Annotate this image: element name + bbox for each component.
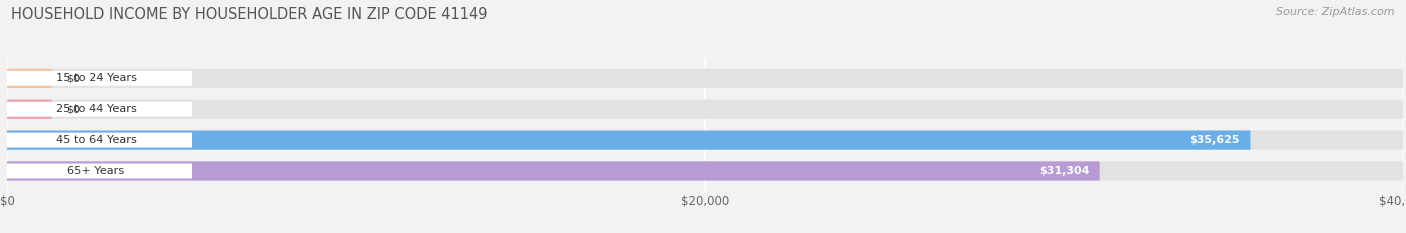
FancyBboxPatch shape: [7, 69, 1403, 88]
Text: 65+ Years: 65+ Years: [67, 166, 125, 176]
FancyBboxPatch shape: [0, 164, 193, 178]
FancyBboxPatch shape: [7, 130, 1250, 150]
FancyBboxPatch shape: [7, 161, 1099, 181]
FancyBboxPatch shape: [7, 130, 1403, 150]
Text: $31,304: $31,304: [1039, 166, 1090, 176]
FancyBboxPatch shape: [7, 161, 1403, 181]
Text: $0: $0: [66, 104, 80, 114]
Text: $0: $0: [66, 73, 80, 83]
FancyBboxPatch shape: [0, 133, 193, 147]
FancyBboxPatch shape: [0, 102, 193, 117]
Text: 45 to 64 Years: 45 to 64 Years: [56, 135, 136, 145]
FancyBboxPatch shape: [7, 100, 1403, 119]
Text: HOUSEHOLD INCOME BY HOUSEHOLDER AGE IN ZIP CODE 41149: HOUSEHOLD INCOME BY HOUSEHOLDER AGE IN Z…: [11, 7, 488, 22]
FancyBboxPatch shape: [0, 71, 193, 86]
FancyBboxPatch shape: [7, 69, 52, 88]
FancyBboxPatch shape: [7, 100, 52, 119]
Text: Source: ZipAtlas.com: Source: ZipAtlas.com: [1277, 7, 1395, 17]
Text: 25 to 44 Years: 25 to 44 Years: [56, 104, 136, 114]
Text: 15 to 24 Years: 15 to 24 Years: [55, 73, 136, 83]
Text: $35,625: $35,625: [1189, 135, 1240, 145]
